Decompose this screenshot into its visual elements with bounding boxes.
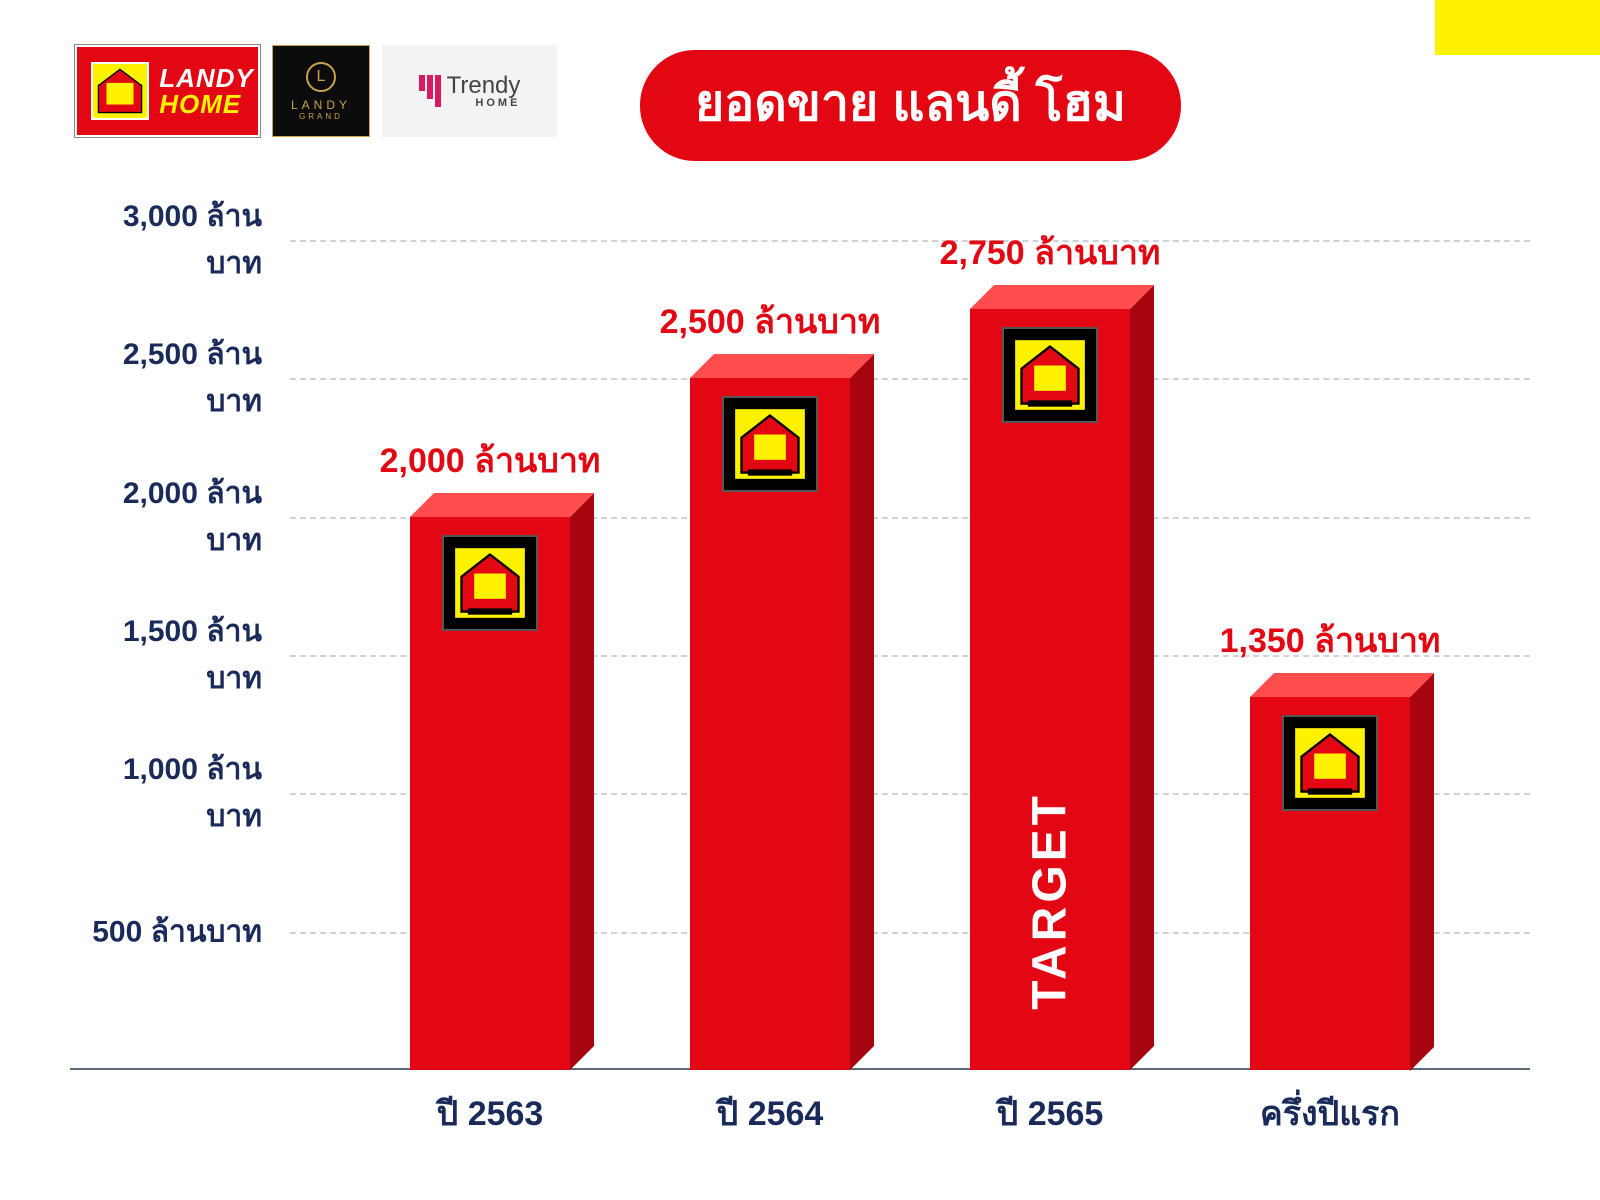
bar-value-label: 2,000 ล้านบาท [380,433,601,487]
bar: 1,350 ล้านบาท [1250,697,1410,1071]
bar-side [570,493,594,1070]
logo-landy-grand: L LANDY GRAND [272,45,370,137]
y-tick-label: 2,500 ล้านบาท [70,331,280,425]
logo-landy-line1: LANDY [159,65,254,91]
bar-slot: 2,000 ล้านบาทปี 2563 [390,517,590,1070]
logo-grand-line1: LANDY [291,98,351,112]
y-tick-label: 2,000 ล้านบาท [70,470,280,564]
logo-landy-home: LANDY HOME [75,45,260,137]
bar-side [1410,673,1434,1071]
bar-target-text: TARGET [1023,792,1078,1010]
y-tick-label: 500 ล้านบาท [70,908,280,955]
bar-top [970,285,1154,309]
logo-grand-line2: GRAND [299,112,343,121]
bar: 2,500 ล้านบาท [690,378,850,1070]
x-tick-label: ปี 2565 [997,1086,1104,1140]
y-tick-label: 1,000 ล้านบาท [70,746,280,840]
x-tick-label: ปี 2563 [437,1086,544,1140]
bar-top [690,354,874,378]
logo-grand-letter: L [306,62,336,92]
trendy-bars-icon [419,75,441,107]
logo-row: LANDY HOME L LANDY GRAND Trendy HOME [75,45,557,137]
bar: 2,750 ล้านบาทTARGET [970,309,1130,1070]
logo-trendy-home: Trendy HOME [382,45,557,137]
landy-house-icon [1002,327,1098,423]
y-tick-label: 1,500 ล้านบาท [70,608,280,702]
landy-house-icon [722,396,818,492]
x-tick-label: ปี 2564 [717,1086,824,1140]
logo-trendy-line2: HOME [475,98,520,109]
landy-house-icon [442,535,538,631]
y-tick-label: 3,000 ล้านบาท [70,193,280,287]
bar-top [410,493,594,517]
bar-slot: 1,350 ล้านบาทครึ่งปีแรก [1230,697,1430,1071]
bar: 2,000 ล้านบาท [410,517,570,1070]
bar-value-label: 2,750 ล้านบาท [940,225,1161,279]
x-tick-label: ครึ่งปีแรก [1260,1086,1400,1140]
bars-container: 2,000 ล้านบาทปี 2563 2,500 ล้านบาทปี 256… [290,240,1530,1070]
page-title: ยอดขาย แลนดี้ โฮม [640,50,1181,161]
bar-value-label: 2,500 ล้านบาท [660,294,881,348]
bar-slot: 2,750 ล้านบาทTARGETปี 2565 [950,309,1150,1070]
bar-top [1250,673,1434,697]
sales-bar-chart: 2,000 ล้านบาทปี 2563 2,500 ล้านบาทปี 256… [70,240,1530,1130]
bar-slot: 2,500 ล้านบาทปี 2564 [670,378,870,1070]
corner-accent [1435,0,1600,55]
logo-trendy-line1: Trendy [447,74,521,98]
bar-value-label: 1,350 ล้านบาท [1220,613,1441,667]
landy-icon [91,62,149,120]
bar-side [850,354,874,1070]
landy-house-icon [1282,715,1378,811]
bar-side [1130,285,1154,1070]
logo-landy-line2: HOME [159,91,254,117]
